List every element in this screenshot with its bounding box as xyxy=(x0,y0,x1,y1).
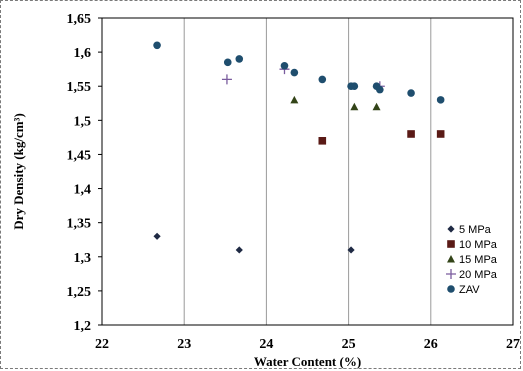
gridlines xyxy=(183,18,432,325)
legend-marker-5-mpa xyxy=(447,225,455,233)
legend-marker-10-mpa xyxy=(447,240,455,248)
legend-label-10-mpa: 10 MPa xyxy=(459,239,498,251)
x-axis-ticks: 22 23 24 25 26 27 xyxy=(95,337,520,352)
y-tick-label: 1,65 xyxy=(67,12,92,27)
x-axis-title: Water Content (%) xyxy=(254,354,361,369)
legend-label-20-mpa: 20 MPa xyxy=(459,269,498,281)
y-tick-label: 1,5 xyxy=(74,114,92,129)
point-zav xyxy=(350,82,359,91)
point-5-mpa xyxy=(347,246,355,254)
legend-marker-zav xyxy=(447,285,455,293)
point-zav xyxy=(153,41,161,50)
x-tick-label: 25 xyxy=(342,337,356,352)
y-tick-label: 1,45 xyxy=(67,148,92,163)
legend-label-zav: ZAV xyxy=(459,284,480,296)
x-tick-label: 22 xyxy=(95,337,109,352)
point-zav xyxy=(223,58,232,67)
y-tick-label: 1,55 xyxy=(67,80,92,95)
point-zav xyxy=(407,89,415,97)
y-axis-ticks: 1,2 1,25 1,3 1,35 1,4 1,45 1,5 1,55 1,6 1,65 xyxy=(67,12,102,334)
y-tick-label: 1,4 xyxy=(74,183,92,198)
point-zav xyxy=(376,85,384,94)
point-5-mpa xyxy=(235,246,243,254)
legend-label-15-mpa: 15 MPa xyxy=(459,254,498,266)
legend-label-5-mpa: 5 MPa xyxy=(459,224,492,236)
x-tick-label: 26 xyxy=(424,337,438,352)
point-5-mpa xyxy=(153,232,161,240)
point-zav xyxy=(235,55,244,63)
y-axis-title: Dry Density (kg/cm³) xyxy=(11,113,26,230)
legend-marker-15-mpa xyxy=(447,255,455,263)
point-10-mpa xyxy=(407,130,415,138)
data-marks xyxy=(153,41,445,254)
y-tick-label: 1,2 xyxy=(74,319,92,334)
point-15-mpa xyxy=(372,102,381,111)
legend-marker-20-mpa xyxy=(446,269,456,279)
x-tick-label: 24 xyxy=(259,337,273,352)
point-zav xyxy=(290,68,299,77)
x-tick-label: 27 xyxy=(506,337,520,352)
y-tick-label: 1,25 xyxy=(67,285,92,300)
point-10-mpa xyxy=(436,130,445,138)
point-15-mpa xyxy=(290,95,299,104)
legend: 5 MPa 10 MPa 15 MPa 20 MPa ZAV xyxy=(446,224,498,296)
point-zav xyxy=(436,96,445,104)
point-20-mpa xyxy=(221,74,232,85)
point-zav xyxy=(318,75,327,84)
point-10-mpa xyxy=(318,137,327,145)
plot-area xyxy=(101,17,514,326)
y-tick-label: 1,6 xyxy=(74,46,92,61)
y-tick-label: 1,3 xyxy=(74,251,92,266)
x-tick-label: 23 xyxy=(177,337,191,352)
y-tick-label: 1,35 xyxy=(67,217,92,232)
point-zav xyxy=(280,61,289,70)
point-15-mpa xyxy=(350,102,359,111)
